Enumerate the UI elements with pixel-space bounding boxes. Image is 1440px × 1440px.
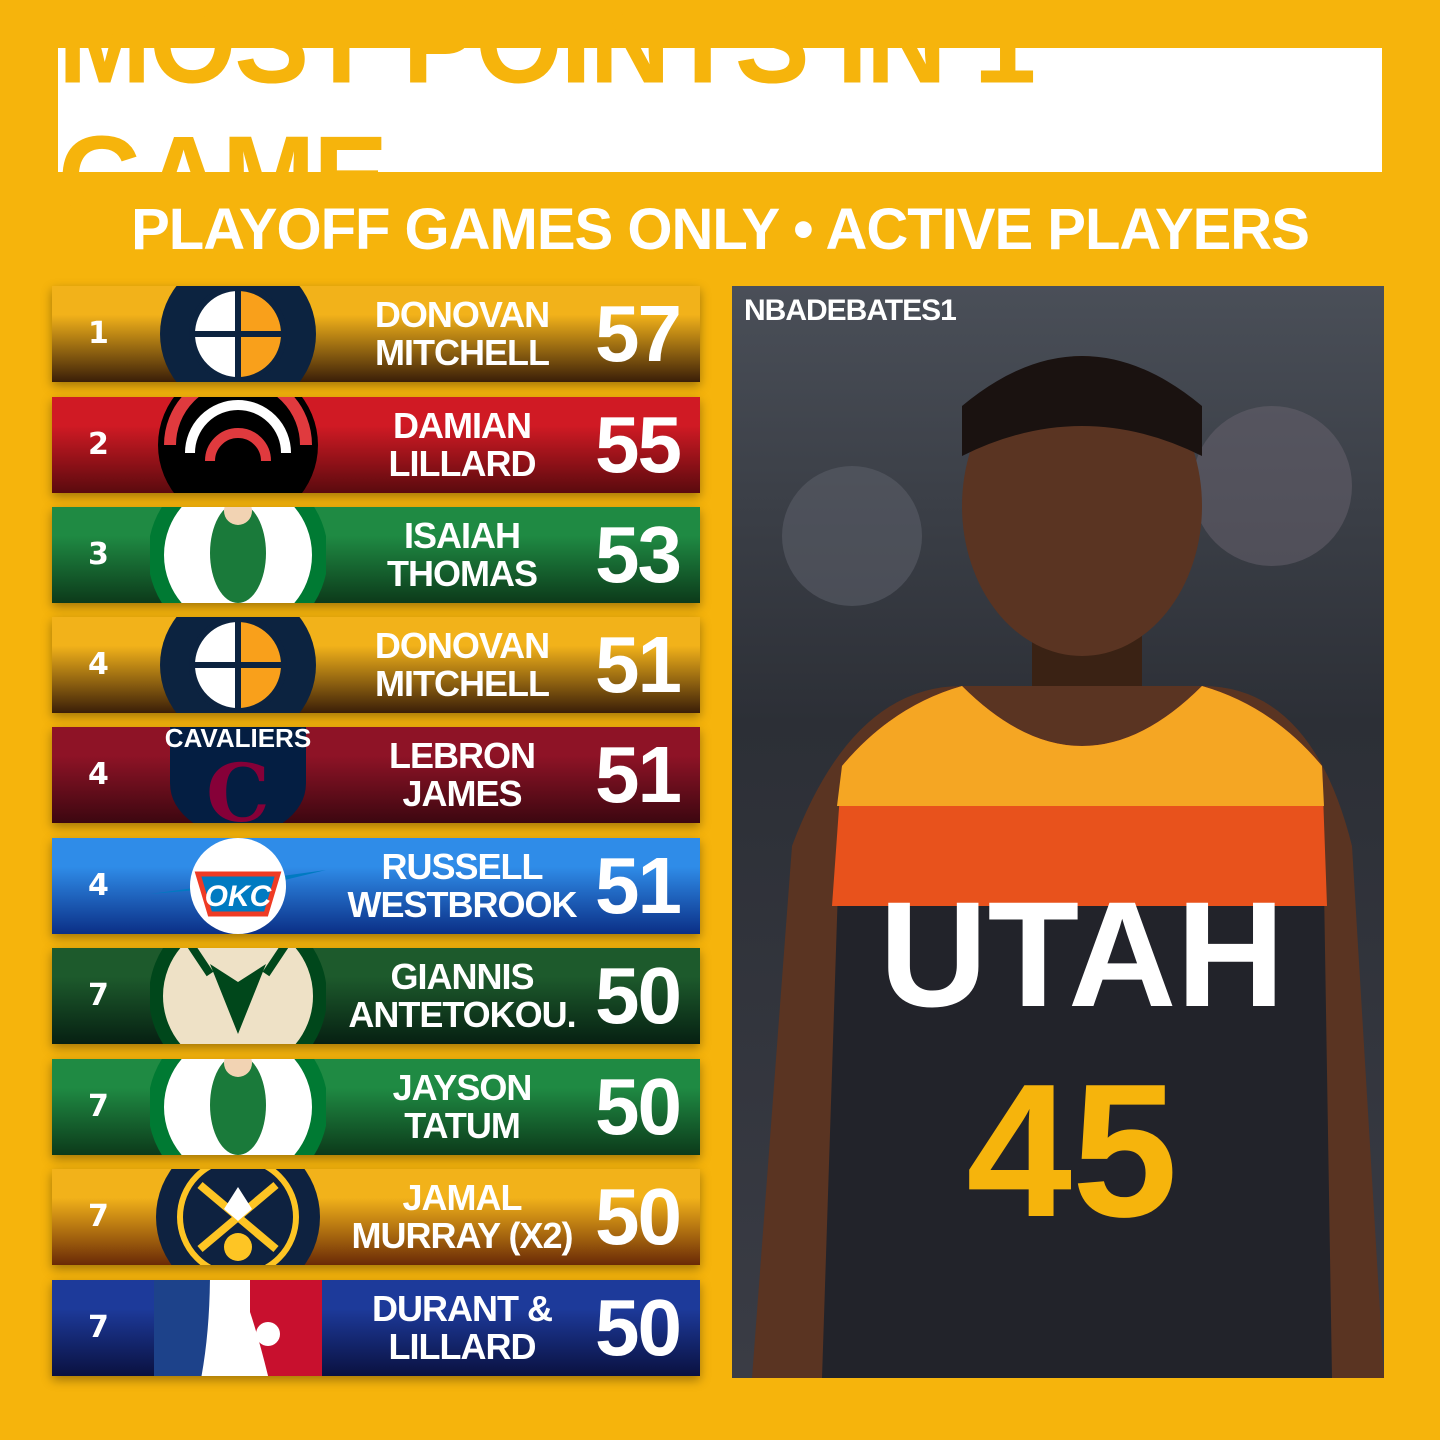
player-last-name: WESTBROOK — [347, 884, 578, 925]
player-name: LEBRON JAMES — [342, 727, 582, 823]
player-first-name: JAMAL — [402, 1177, 523, 1218]
leaderboard-row: 7 GIANNIS ANTETOKOU. 50 — [52, 948, 700, 1044]
svg-text:C: C — [206, 746, 270, 823]
player-first-name: DONOVAN — [374, 294, 550, 335]
team-logo-jazz-icon — [160, 617, 316, 713]
leaderboard-row: 3 ISAIAH THOMAS 53 — [52, 507, 700, 603]
player-first-name: JAYSON — [392, 1067, 533, 1108]
player-first-name: DURANT & — [372, 1288, 553, 1329]
player-first-name: LEBRON — [389, 735, 536, 776]
team-logo-blazers-icon — [158, 397, 318, 493]
player-name: DAMIAN LILLARD — [342, 397, 582, 493]
page-title: MOST POINTS IN 1 GAME — [58, 0, 1036, 244]
player-last-name: JAMES — [402, 773, 522, 814]
rank: 7 — [88, 1310, 109, 1345]
page-subtitle: PLAYOFF GAMES ONLY • ACTIVE PLAYERS — [131, 197, 1310, 262]
player-last-name: MITCHELL — [375, 332, 550, 373]
leaderboard-row: 7 JAYSON TATUM 50 — [52, 1059, 700, 1155]
rank: 3 — [88, 537, 109, 572]
team-logo-bucks-icon — [150, 948, 326, 1044]
rank: 1 — [88, 316, 109, 351]
player-first-name: DAMIAN — [393, 405, 532, 446]
points: 50 — [595, 1172, 682, 1261]
points: 51 — [595, 620, 682, 709]
player-last-name: TATUM — [404, 1105, 521, 1146]
player-photo: UTAH 45 NBADEBATES1 — [732, 286, 1384, 1378]
player-first-name: DONOVAN — [374, 625, 550, 666]
player-last-name: LILLARD — [388, 443, 537, 484]
player-first-name: ISAIAH — [403, 515, 521, 556]
jersey-text: UTAH — [879, 870, 1284, 1038]
team-logo-nuggets-icon — [156, 1169, 320, 1265]
player-name: DONOVAN MITCHELL — [342, 286, 582, 382]
watermark: NBADEBATES1 — [744, 294, 957, 327]
player-name: JAMAL MURRAY (X2) — [342, 1169, 582, 1265]
team-logo-jazz-icon — [160, 286, 316, 382]
rank: 7 — [88, 978, 109, 1013]
points: 50 — [595, 951, 682, 1040]
leaderboard-row: 7 JAMAL MURRAY (X2) 50 — [52, 1169, 700, 1265]
player-last-name: MITCHELL — [375, 663, 550, 704]
leaderboard-row: 4 CAVALIERS C LEBRON JAMES 51 — [52, 727, 700, 823]
points: 51 — [595, 730, 682, 819]
leaderboard-row: 4 OKC RUSSELL WESTBROOK 51 — [52, 838, 700, 934]
player-last-name: THOMAS — [387, 553, 538, 594]
leaderboard-row: 4 DONOVAN MITCHELL 51 — [52, 617, 700, 713]
points: 55 — [595, 400, 682, 489]
player-name: JAYSON TATUM — [342, 1059, 582, 1155]
points: 50 — [595, 1062, 682, 1151]
jersey-number: 45 — [966, 1045, 1177, 1257]
rank: 7 — [88, 1089, 109, 1124]
player-name: DURANT & LILLARD — [342, 1280, 582, 1376]
player-illustration: UTAH 45 — [752, 356, 1384, 1378]
points: 51 — [595, 841, 682, 930]
leaderboard-row: 2 DAMIAN LILLARD 55 — [52, 397, 700, 493]
team-logo-celtics-icon — [150, 1059, 326, 1155]
title-banner: MOST POINTS IN 1 GAME — [58, 0, 1382, 243]
player-name: ISAIAH THOMAS — [342, 507, 582, 603]
leaderboard-row: 7 DURANT & LILLARD 50 — [52, 1280, 700, 1376]
points: 57 — [595, 289, 682, 378]
team-logo-thunder-icon: OKC — [150, 838, 326, 934]
svg-text:OKC: OKC — [205, 880, 273, 913]
rank: 2 — [88, 427, 109, 462]
rank: 4 — [88, 647, 109, 682]
player-name: RUSSELL WESTBROOK — [342, 838, 582, 934]
team-logo-celtics-icon — [150, 507, 326, 603]
player-last-name: ANTETOKOU. — [348, 994, 576, 1035]
player-last-name: MURRAY (X2) — [351, 1215, 573, 1256]
rank: 7 — [88, 1199, 109, 1234]
points: 50 — [595, 1283, 682, 1372]
team-logo-nba-icon — [154, 1280, 322, 1376]
leaderboard-row: 1 DONOVAN MITCHELL 57 — [52, 286, 700, 382]
player-first-name: RUSSELL — [381, 846, 543, 887]
player-first-name: GIANNIS — [390, 956, 534, 997]
player-name: DONOVAN MITCHELL — [342, 617, 582, 713]
player-last-name: LILLARD — [388, 1326, 537, 1367]
player-name: GIANNIS ANTETOKOU. — [342, 948, 582, 1044]
rank: 4 — [88, 868, 109, 903]
points: 53 — [595, 510, 682, 599]
svg-text:CAVALIERS: CAVALIERS — [165, 727, 311, 753]
rank: 4 — [88, 757, 109, 792]
